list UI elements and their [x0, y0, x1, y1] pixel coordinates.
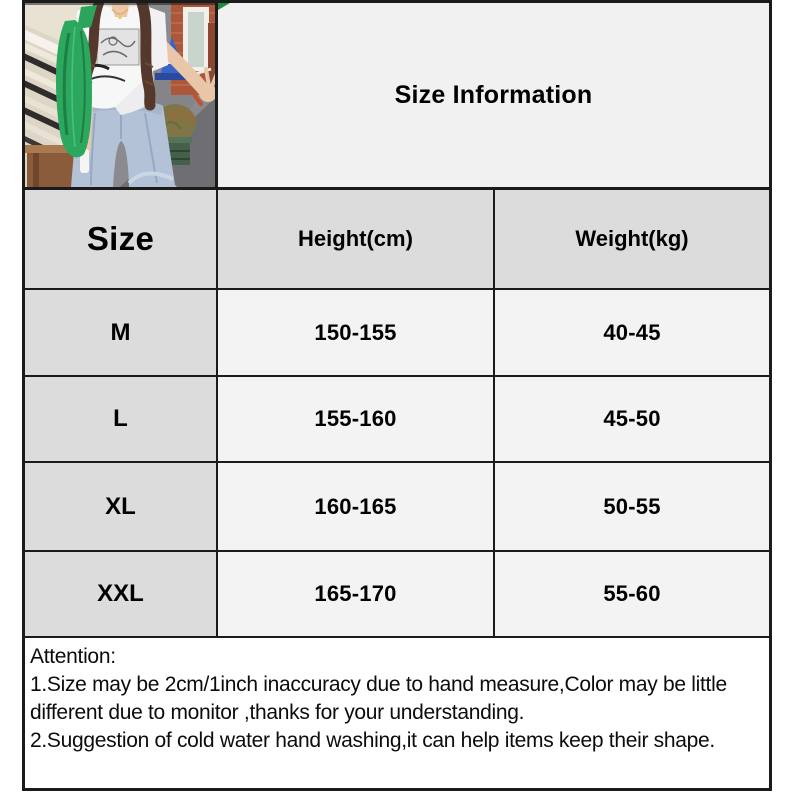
height-value: 165-170 [218, 552, 495, 636]
size-chart-sheet: Size Information Size Height(cm) Weight(… [22, 0, 772, 791]
size-label: M [25, 290, 218, 375]
height-value: 155-160 [218, 377, 495, 461]
attention-heading: Attention: [30, 645, 116, 668]
weight-value: 55-60 [495, 552, 769, 636]
size-label: L [25, 377, 218, 461]
attention-line-1: 1.Size may be 2cm/1inch inaccuracy due t… [30, 673, 727, 696]
height-value: 160-165 [218, 463, 495, 550]
size-label: XL [25, 463, 218, 550]
attention-line-3: 2.Suggestion of cold water hand washing,… [30, 729, 715, 752]
page-title: Size Information [394, 80, 593, 109]
size-label: XXL [25, 552, 218, 636]
table-row-l: L 155-160 45-50 [25, 377, 769, 463]
header-size: Size [25, 190, 218, 288]
header-height: Height(cm) [218, 190, 495, 288]
product-photo [25, 3, 218, 187]
table-row-xl: XL 160-165 50-55 [25, 463, 769, 552]
top-section: Size Information [25, 3, 769, 190]
table-row-m: M 150-155 40-45 [25, 290, 769, 377]
corner-accent-triangle [218, 3, 230, 10]
attention-line-2: different due to monitor ,thanks for you… [30, 701, 525, 724]
weight-value: 45-50 [495, 377, 769, 461]
model-photo-illustration [25, 3, 215, 187]
weight-value: 40-45 [495, 290, 769, 375]
height-value: 150-155 [218, 290, 495, 375]
header-weight: Weight(kg) [495, 190, 769, 288]
weight-value: 50-55 [495, 463, 769, 550]
table-row-xxl: XXL 165-170 55-60 [25, 552, 769, 638]
table-header-row: Size Height(cm) Weight(kg) [25, 190, 769, 290]
title-panel: Size Information [218, 3, 769, 187]
attention-note: Attention: 1.Size may be 2cm/1inch inacc… [25, 638, 769, 788]
